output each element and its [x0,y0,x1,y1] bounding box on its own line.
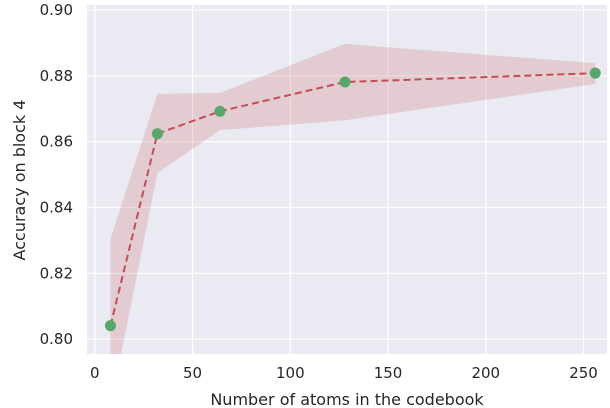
x-tick-label: 200 [471,364,500,382]
data-point [214,105,226,117]
plot-area [104,43,601,354]
x-axis-label: Number of atoms in the codebook [210,390,484,408]
y-tick-label: 0.86 [40,133,73,151]
data-point [104,320,116,332]
confidence-band [110,43,596,354]
y-tick-label: 0.82 [40,264,73,282]
plot-background [87,5,607,354]
data-point [589,67,601,79]
x-tick-label: 100 [276,364,305,382]
x-tick-label: 0 [90,364,100,382]
y-ticks: 0.80 0.82 0.84 0.86 0.88 0.90 [40,1,73,348]
y-tick-label: 0.84 [40,198,73,216]
data-point [339,76,351,88]
y-tick-label: 0.90 [40,1,73,19]
x-ticks: 0 50 100 150 200 250 [90,364,598,382]
y-axis-label: Accuracy on block 4 [10,100,29,261]
x-tick-label: 250 [569,364,598,382]
plot-clip-group [104,43,601,354]
y-tick-label: 0.88 [40,67,73,85]
x-tick-label: 150 [374,364,403,382]
y-tick-label: 0.80 [40,330,73,348]
x-tick-label: 50 [183,364,202,382]
data-point [151,128,163,140]
